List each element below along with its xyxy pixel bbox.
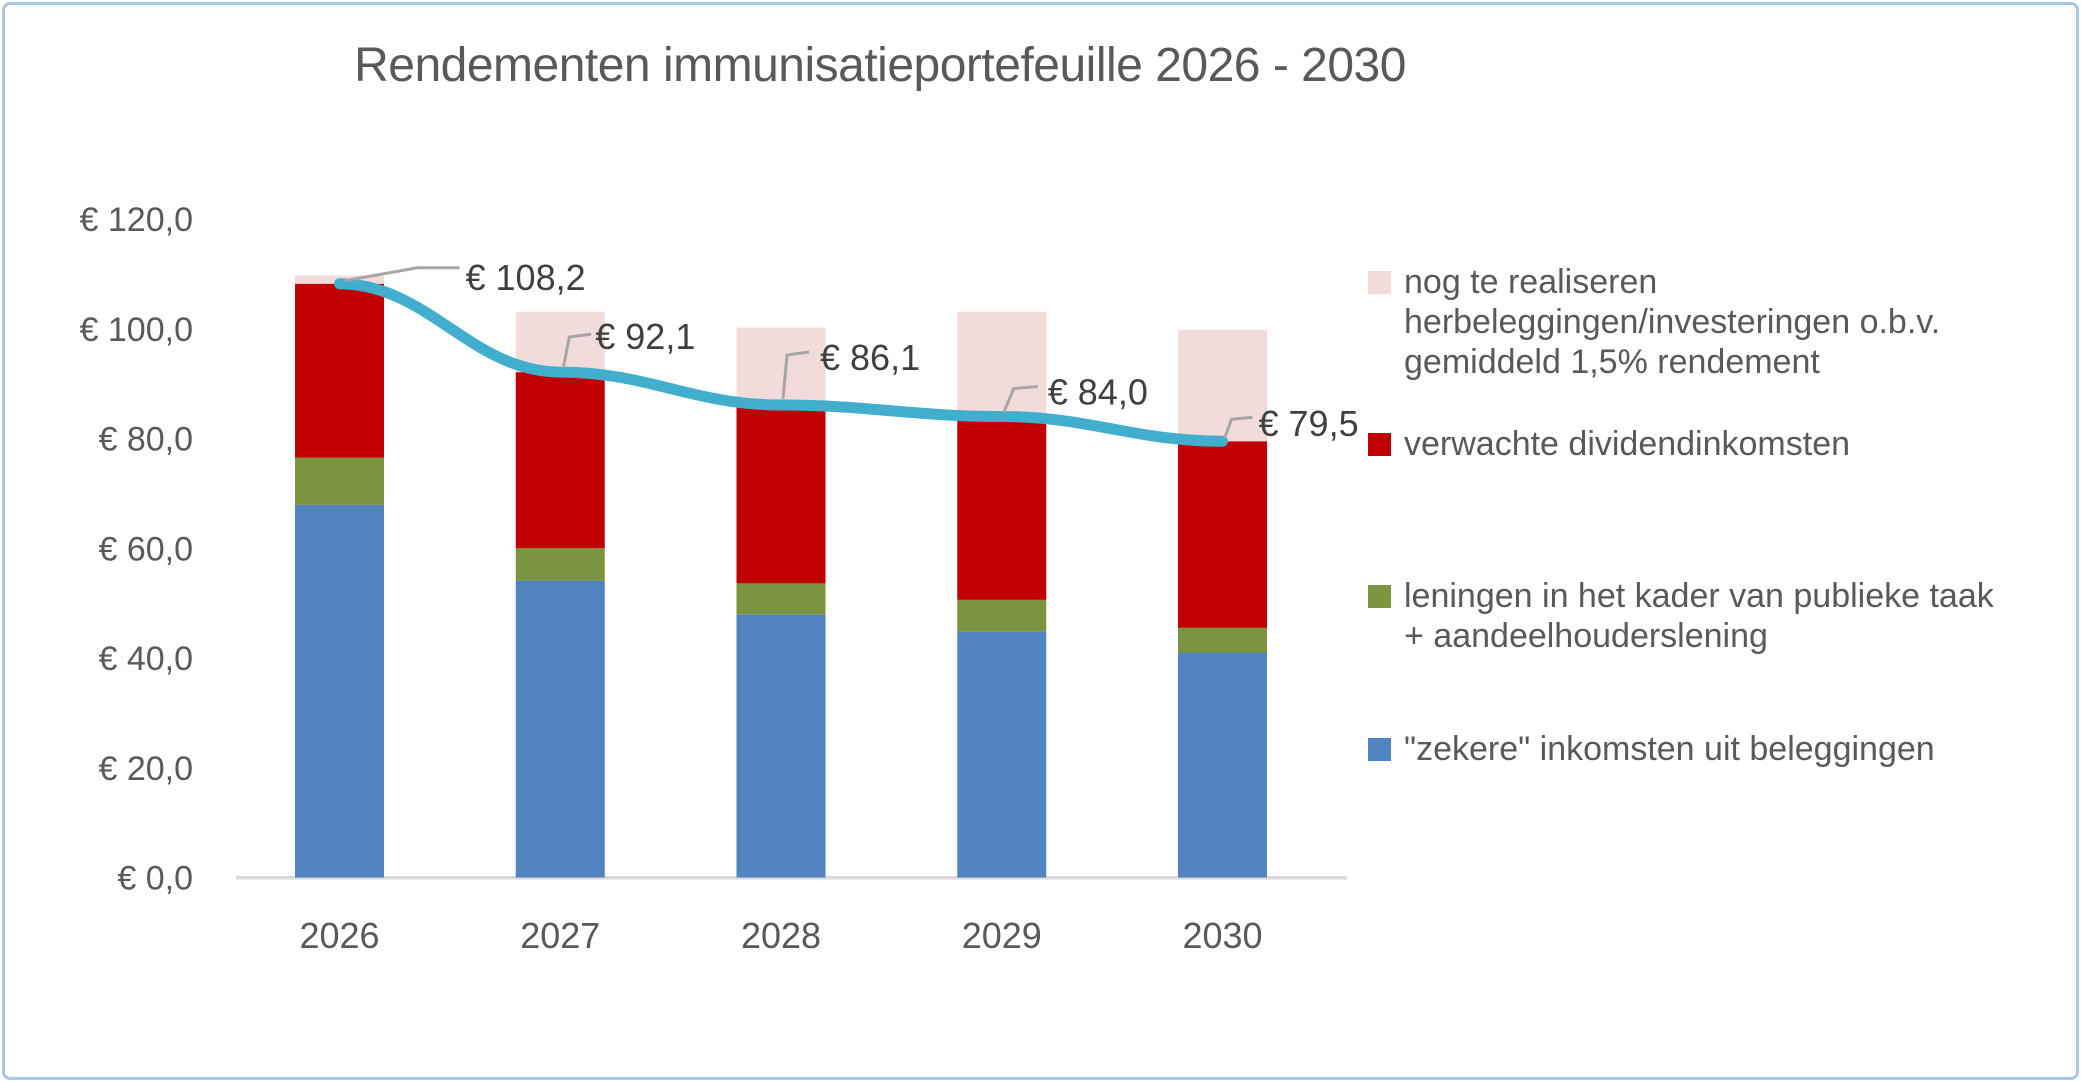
x-tick-label: 2030 [1182, 915, 1262, 956]
x-tick-label: 2026 [299, 915, 379, 956]
y-tick-label: € 60,0 [98, 530, 193, 568]
bar-segment-2026 [295, 504, 384, 878]
y-tick-label: € 80,0 [98, 421, 193, 459]
x-tick-label: 2027 [520, 915, 600, 956]
leader-line [1223, 415, 1253, 439]
legend-item-zekere-inkomsten: "zekere" inkomsten uit beleggingen [1368, 729, 1935, 769]
x-tick-label: 2028 [741, 915, 821, 956]
legend-label: nog te realiseren herbeleggingen/investe… [1404, 263, 1941, 381]
y-tick-label: € 20,0 [98, 750, 193, 788]
legend-swatch-green-icon [1368, 585, 1391, 608]
data-label: € 108,2 [466, 257, 586, 298]
x-axis-line [236, 876, 1347, 880]
bar-segment-2029 [957, 599, 1047, 632]
data-label: € 79,5 [1259, 403, 1359, 444]
y-tick-label: € 120,0 [80, 201, 193, 239]
leader-line [344, 266, 460, 283]
legend-item-herbeleggingen: nog te realiseren herbeleggingen/investe… [1368, 262, 1940, 382]
data-label: € 84,0 [1048, 372, 1148, 413]
chart-title: Rendementen immunisatieportefeuille 2026… [354, 39, 1406, 92]
legend-swatch-pink-icon [1368, 271, 1391, 294]
y-tick-label: € 40,0 [98, 640, 193, 678]
legend-label: verwachte dividendinkomsten [1404, 425, 1851, 463]
bar-segment-2029 [957, 631, 1047, 878]
bar-segment-2027 [515, 372, 605, 549]
legend-label: "zekere" inkomsten uit beleggingen [1404, 730, 1935, 768]
trend-line [334, 278, 1228, 447]
bar-segment-2028 [736, 405, 826, 584]
leader-line [1002, 385, 1038, 414]
bar-segment-2030 [1178, 329, 1267, 442]
y-tick-label: € 100,0 [80, 311, 193, 349]
leader-line [781, 350, 810, 400]
x-tick-label: 2029 [962, 915, 1042, 956]
bar-segment-2028 [736, 327, 826, 406]
bar-segment-2026 [295, 457, 384, 505]
bar-segment-2030 [1178, 652, 1267, 878]
bar-segment-2026 [295, 283, 384, 458]
bar-segment-2029 [957, 416, 1047, 600]
legend-item-leningen: leningen in het kader van publieke taak … [1368, 576, 1994, 656]
legend-swatch-blue-icon [1368, 738, 1391, 761]
bar-segment-2028 [736, 583, 826, 615]
legend-item-dividendinkomsten: verwachte dividendinkomsten [1368, 424, 1850, 464]
bar-segment-2027 [515, 311, 605, 373]
bar-segment-2030 [1178, 441, 1267, 628]
bar-segment-2027 [515, 580, 605, 878]
data-label: € 86,1 [820, 337, 920, 378]
bar-segment-2030 [1178, 627, 1267, 653]
leader-line [561, 332, 592, 369]
legend-label: leningen in het kader van publieke taak … [1404, 577, 1994, 655]
y-tick-label: € 0,0 [117, 860, 193, 898]
bar-segment-2029 [957, 311, 1047, 417]
bar-segment-2027 [515, 548, 605, 581]
data-label: € 92,1 [595, 316, 695, 357]
bar-segment-2028 [736, 614, 826, 878]
legend-swatch-red-icon [1368, 433, 1391, 456]
